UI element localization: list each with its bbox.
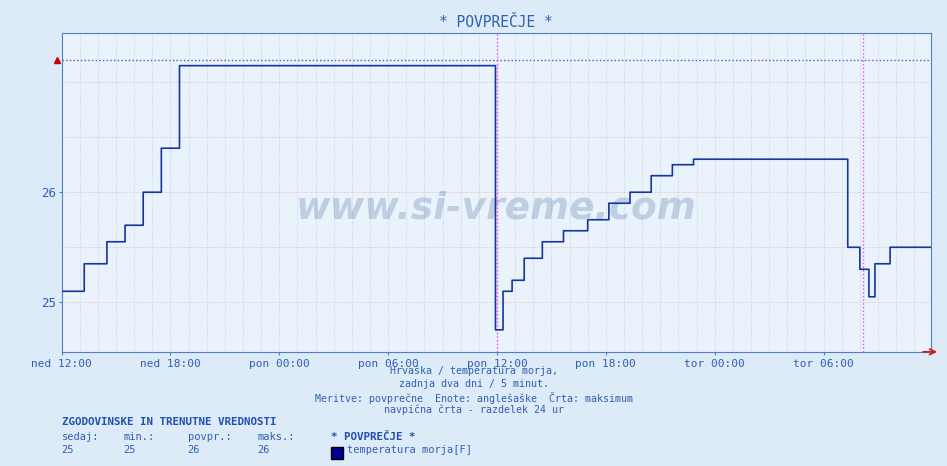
Text: ZGODOVINSKE IN TRENUTNE VREDNOSTI: ZGODOVINSKE IN TRENUTNE VREDNOSTI	[62, 417, 277, 427]
Text: navpična črta - razdelek 24 ur: navpična črta - razdelek 24 ur	[384, 405, 563, 416]
Text: min.:: min.:	[123, 432, 154, 442]
Text: maks.:: maks.:	[258, 432, 295, 442]
Text: 25: 25	[123, 445, 135, 455]
Text: 26: 26	[188, 445, 200, 455]
Text: 26: 26	[258, 445, 270, 455]
Text: sedaj:: sedaj:	[62, 432, 99, 442]
Text: Hrvaška / temperatura morja,: Hrvaška / temperatura morja,	[389, 366, 558, 377]
Title: * POVPREČJE *: * POVPREČJE *	[439, 15, 553, 30]
Text: * POVPREČJE *: * POVPREČJE *	[331, 432, 416, 442]
Text: zadnja dva dni / 5 minut.: zadnja dva dni / 5 minut.	[399, 379, 548, 389]
Text: povpr.:: povpr.:	[188, 432, 231, 442]
Text: temperatura morja[F]: temperatura morja[F]	[347, 445, 472, 455]
Text: Meritve: povprečne  Enote: anglešaške  Črta: maksimum: Meritve: povprečne Enote: anglešaške Črt…	[314, 392, 633, 404]
Text: 25: 25	[62, 445, 74, 455]
Text: www.si-vreme.com: www.si-vreme.com	[295, 190, 697, 226]
